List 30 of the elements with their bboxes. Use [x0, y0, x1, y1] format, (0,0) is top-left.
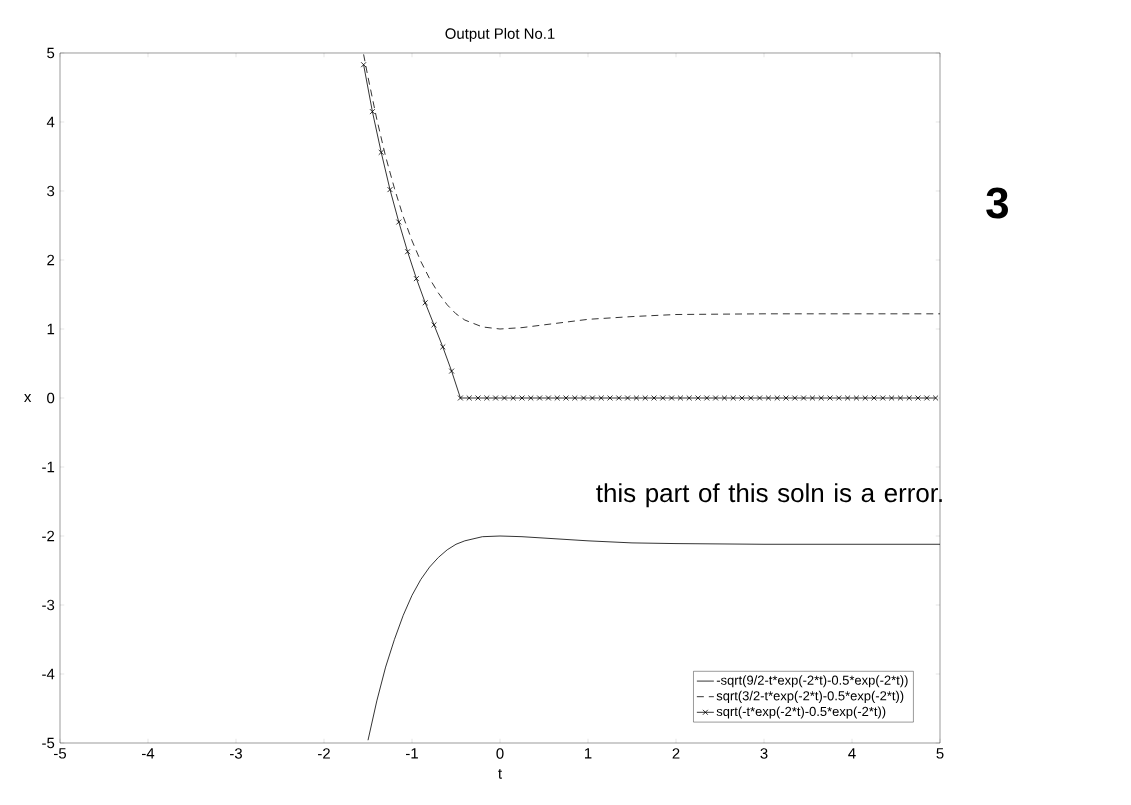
x-tick-label: -2: [318, 748, 330, 759]
x-tick-label: 0: [496, 748, 504, 759]
y-tick-label: 4: [46, 116, 55, 128]
y-tick-label: -5: [42, 737, 55, 749]
x-tick-label: 4: [848, 748, 856, 759]
y-tick-label: 3: [47, 185, 55, 197]
y-tick-label: -3: [42, 599, 55, 611]
y-tick-label: -2: [42, 530, 55, 542]
x-tick-label: -5: [54, 748, 67, 759]
y-tick-label: 5: [47, 47, 55, 59]
annotation: this part of this soln is a error.: [596, 483, 942, 508]
x-tick-label: 3: [760, 748, 768, 759]
y-axis-title: x: [24, 394, 32, 402]
text: 3: [986, 187, 1008, 219]
x-tick-label: -4: [142, 748, 155, 759]
y-tick-label: 2: [47, 254, 55, 266]
legend-label: sqrt(-t*exp(-2*t)-0.5*exp(-2*t)): [716, 706, 886, 719]
legend-label: -sqrt(9/2-t*exp(-2*t)-0.5*exp(-2*t)): [716, 675, 908, 688]
x-tick-label: 5: [936, 748, 944, 759]
x-tick-label: 1: [584, 748, 592, 759]
x-tick-label: -1: [406, 748, 418, 759]
y-tick-label: 0: [47, 392, 55, 404]
legend-label: sqrt(3/2-t*exp(-2*t)-0.5*exp(-2*t)): [716, 690, 904, 703]
chart-title: Output Plot No.1: [445, 27, 555, 42]
y-tick-label: -1: [42, 461, 55, 473]
y-tick-label: -4: [42, 668, 55, 680]
x-tick-label: 2: [672, 748, 680, 759]
x-axis-title: t: [498, 768, 502, 779]
y-tick-label: 1: [47, 323, 55, 335]
x-tick-label: -3: [230, 748, 242, 759]
